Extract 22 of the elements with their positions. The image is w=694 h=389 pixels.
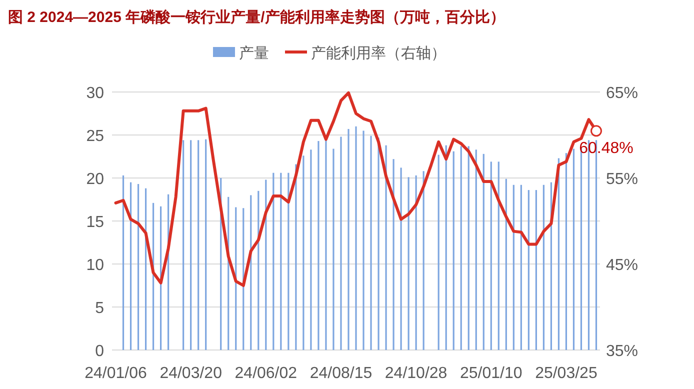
y-tick-label: 15 bbox=[86, 214, 104, 231]
y-tick-label: 10 bbox=[86, 257, 104, 274]
y2-tick-label: 45% bbox=[606, 257, 638, 274]
x-tick-label: 24/08/15 bbox=[310, 365, 372, 382]
chart-title: 图 2 2024—2025 年磷酸一铵行业产量/产能利用率走势图（万吨，百分比） bbox=[8, 8, 505, 26]
legend-label: 产能利用率（右轴） bbox=[311, 45, 446, 62]
x-tick-label: 24/10/28 bbox=[384, 365, 448, 382]
x-tick-label: 25/01/10 bbox=[460, 365, 522, 382]
y-tick-label: 20 bbox=[86, 171, 104, 188]
y-tick-label: 25 bbox=[86, 128, 104, 145]
data-label: 60.48% bbox=[579, 140, 634, 157]
y2-tick-label: 65% bbox=[606, 85, 638, 102]
x-tick-label: 25/03/25 bbox=[535, 365, 598, 382]
x-tick-label: 24/06/02 bbox=[234, 365, 298, 382]
y-tick-label: 5 bbox=[95, 300, 104, 317]
y2-tick-label: 35% bbox=[606, 343, 638, 360]
x-tick-label: 24/01/06 bbox=[84, 365, 147, 382]
y-tick-label: 30 bbox=[86, 85, 104, 102]
legend-label: 产量 bbox=[239, 45, 269, 62]
x-tick-label: 24/03/20 bbox=[160, 365, 222, 382]
y2-tick-label: 55% bbox=[606, 171, 638, 188]
y-tick-label: 0 bbox=[95, 343, 104, 360]
